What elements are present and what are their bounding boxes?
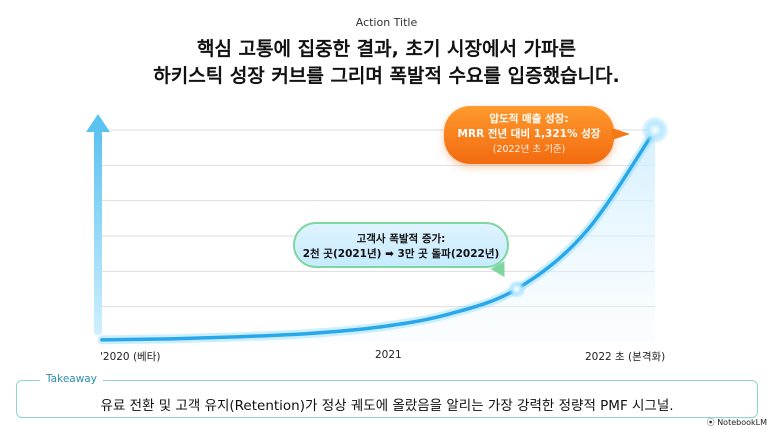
x-tick-label-2022: 2022 초 (본격화) <box>585 351 666 363</box>
revenue-growth-callout: 압도적 매출 성장: MRR 전년 대비 1,321% 성장 (2022년 초 … <box>444 106 630 164</box>
revenue-callout-line-1: 압도적 매출 성장: <box>489 113 569 125</box>
headline-line-1: 핵심 고통에 집중한 결과, 초기 시장에서 가파른 <box>196 38 577 60</box>
data-point-7 <box>584 230 588 234</box>
data-point-1 <box>169 337 173 341</box>
x-tick-label-2020: '2020 (베타) <box>100 351 161 363</box>
action-title-label: Action Title <box>355 16 418 29</box>
highlight-spark-6 <box>507 280 526 298</box>
revenue-callout-line-2: MRR 전년 대비 1,321% 성장 <box>457 128 601 140</box>
takeaway-text: 유료 전환 및 고객 유지(Retention)가 정상 궤도에 올랐음을 알리… <box>100 398 674 414</box>
data-point-5 <box>446 312 450 317</box>
customer-callout-line-1: 고객사 폭발적 증가: <box>356 233 446 245</box>
customer-callout-line-2: 2천 곳(2021년) ➡ 3만 곳 돌파(2022년) <box>302 248 500 260</box>
highlight-spark-8 <box>641 116 669 144</box>
headline-line-2: 하키스틱 성장 커브를 그리며 폭발적 수요를 입증했습니다. <box>153 65 620 87</box>
revenue-callout-tail <box>612 128 630 140</box>
growth-curve <box>100 128 657 342</box>
revenue-callout-line-3: (2022년 초 기준) <box>492 144 566 155</box>
data-point-3 <box>307 331 311 336</box>
x-tick-label-2021: 2021 <box>375 349 402 361</box>
takeaway-box <box>16 380 758 418</box>
data-point-4 <box>376 325 381 329</box>
notebooklm-brand: ⦿ NotebookLM <box>706 418 767 427</box>
takeaway-label: Takeaway <box>40 373 103 385</box>
headline: 핵심 고통에 집중한 결과, 초기 시장에서 가파른 하키스틱 성장 커브를 그… <box>0 36 773 90</box>
data-point-0 <box>100 338 104 342</box>
y-growth-arrow <box>86 114 110 335</box>
customer-growth-callout: 고객사 폭발적 증가: 2천 곳(2021년) ➡ 3만 곳 돌파(2022년) <box>293 222 512 282</box>
data-point-2 <box>238 335 242 339</box>
